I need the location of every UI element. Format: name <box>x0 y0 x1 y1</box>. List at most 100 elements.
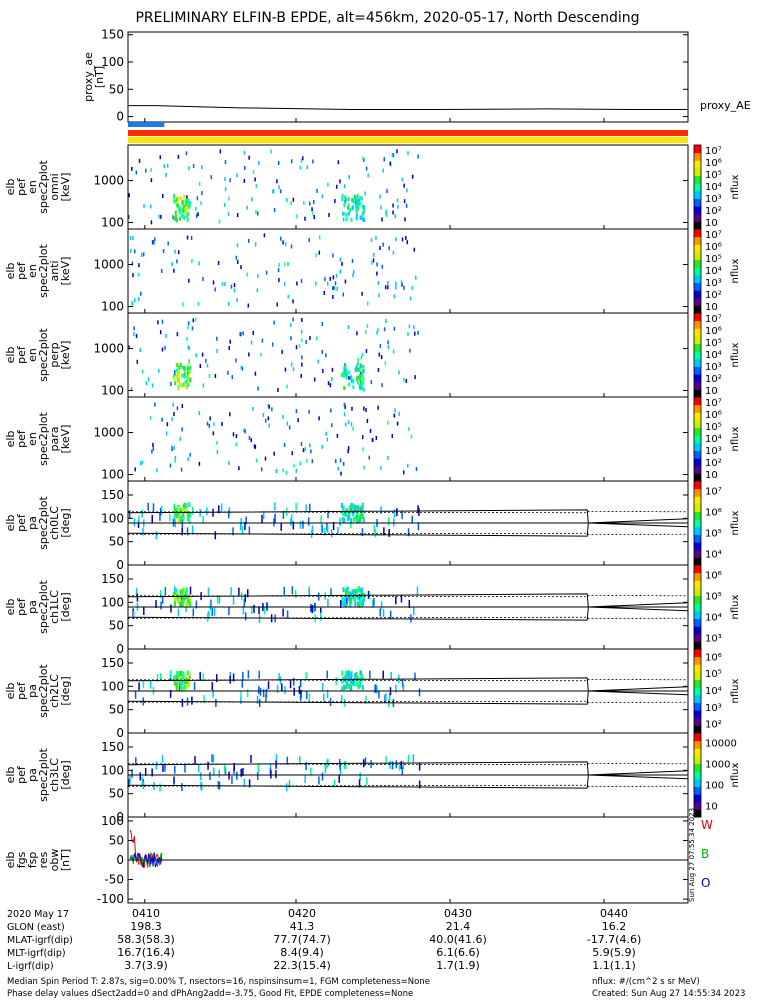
data-cell <box>340 373 343 378</box>
data-cell <box>224 187 227 192</box>
data-cell <box>299 520 302 529</box>
legend-O: O <box>701 876 710 890</box>
y-tick-label: 50 <box>109 619 124 633</box>
colorbar-segment <box>694 519 701 528</box>
data-cell <box>366 301 369 306</box>
y-tick-label: 100 <box>101 763 124 777</box>
data-cell <box>360 587 363 593</box>
colorbar-segment <box>694 587 701 597</box>
data-cell <box>162 763 164 772</box>
data-cell <box>406 188 408 193</box>
colorbar-segment <box>694 183 701 192</box>
data-cell <box>179 196 182 201</box>
data-cell <box>407 528 410 537</box>
data-cell <box>385 212 388 217</box>
data-cell <box>362 517 365 523</box>
data-cell <box>267 681 270 690</box>
data-cell <box>252 330 254 335</box>
data-cell <box>363 205 366 210</box>
line-loss-cone <box>127 686 689 705</box>
data-cell <box>151 449 153 454</box>
ephemeris-value: 21.4 <box>446 920 471 933</box>
data-cell <box>169 670 172 679</box>
data-cell <box>165 172 167 177</box>
data-cell <box>401 237 404 242</box>
y-axis-label: [keV] <box>59 425 72 454</box>
data-cell <box>361 685 364 691</box>
data-cell <box>408 427 410 432</box>
data-cell <box>383 527 385 536</box>
data-cell <box>283 586 286 595</box>
data-cell <box>316 336 318 341</box>
data-cell <box>324 765 327 774</box>
ephemeris-value: -17.7(4.6) <box>587 933 642 946</box>
data-cell <box>286 198 288 203</box>
data-cell <box>178 517 181 523</box>
data-cell <box>332 275 335 280</box>
data-cell <box>180 365 183 370</box>
data-cell <box>258 670 261 679</box>
data-cell <box>333 286 336 291</box>
data-cell <box>337 526 339 535</box>
data-cell <box>250 340 253 345</box>
data-cell <box>198 261 200 266</box>
data-cell <box>221 421 223 426</box>
data-cell <box>315 281 317 286</box>
data-cell <box>326 437 329 442</box>
colorbar-tick-label: 10³ <box>705 703 722 714</box>
data-cell <box>327 510 329 519</box>
data-cell <box>178 670 181 676</box>
data-cell <box>285 783 288 792</box>
data-cell <box>155 600 157 609</box>
data-cell <box>199 364 202 369</box>
colorbar-label: nflux <box>730 678 741 703</box>
data-cell <box>381 264 384 269</box>
line-anti-loss-cone <box>127 761 689 780</box>
data-cell <box>377 367 380 372</box>
data-cell <box>181 508 184 514</box>
colorbar-segment <box>694 343 701 352</box>
data-cell <box>355 671 358 677</box>
data-cell <box>177 250 180 255</box>
data-cell <box>139 772 141 781</box>
data-cell <box>325 353 327 358</box>
data-cell <box>309 603 312 612</box>
data-cell <box>370 260 373 265</box>
data-cell <box>282 415 284 420</box>
data-cell <box>167 241 169 246</box>
data-cell <box>141 369 144 374</box>
data-cell <box>362 207 365 212</box>
data-cell <box>386 189 388 194</box>
data-cell <box>160 601 162 610</box>
data-cell <box>220 503 223 512</box>
colorbar-segment <box>694 206 701 215</box>
data-cell <box>364 191 366 196</box>
data-cell <box>217 261 220 266</box>
data-cell <box>313 215 315 220</box>
data-cell <box>209 772 211 781</box>
data-cell <box>152 240 155 245</box>
data-cell <box>370 760 372 769</box>
colorbar-segment <box>694 595 701 604</box>
data-cell <box>385 209 388 214</box>
data-cell <box>150 220 153 225</box>
data-cell <box>228 460 230 465</box>
data-cell <box>195 600 198 609</box>
data-cell <box>299 692 302 701</box>
data-cell <box>253 604 255 613</box>
data-cell <box>236 259 239 264</box>
data-cell <box>230 284 233 289</box>
data-cell <box>287 262 289 267</box>
data-cell <box>347 211 350 216</box>
data-cell <box>326 281 329 286</box>
data-cell <box>227 212 230 217</box>
data-cell <box>181 673 184 679</box>
line-dashed-upper <box>127 678 689 682</box>
data-cell <box>350 518 353 524</box>
data-cell <box>175 199 178 204</box>
data-cell <box>171 262 173 267</box>
data-cell <box>228 346 230 351</box>
data-cell <box>217 780 220 789</box>
data-cell <box>406 240 409 245</box>
